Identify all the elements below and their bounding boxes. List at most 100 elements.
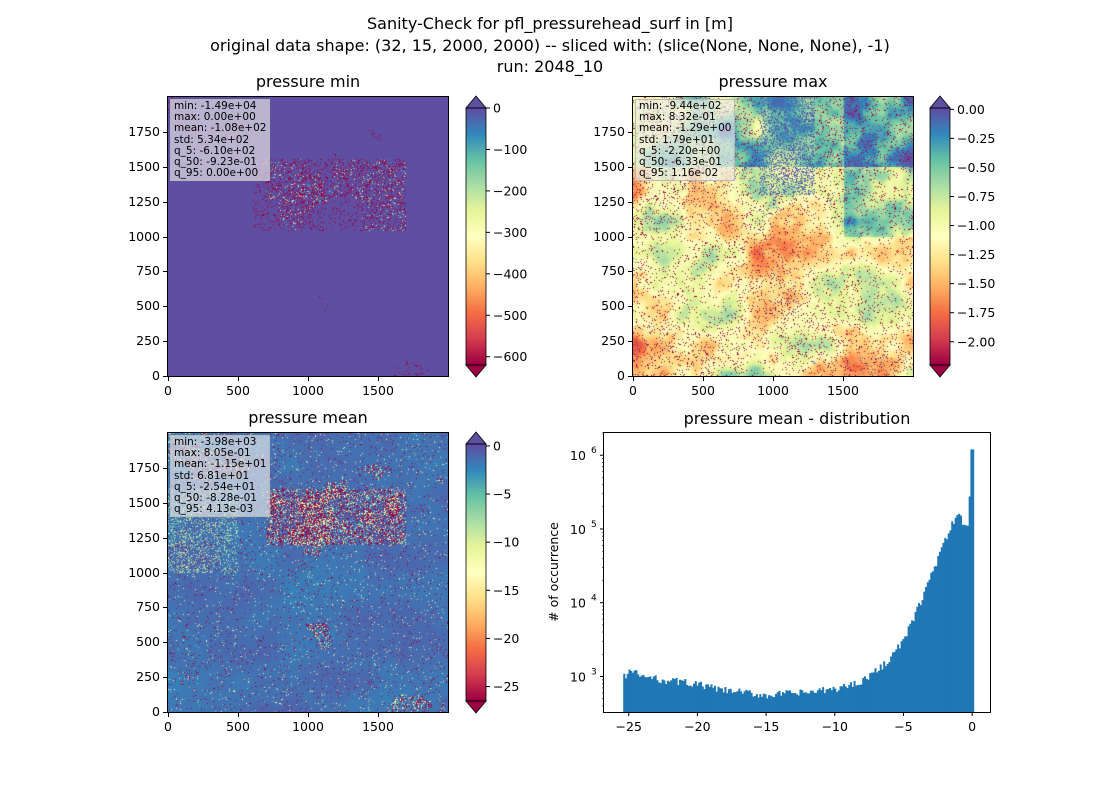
colorbar-segment <box>466 533 486 537</box>
y-tick-label: 0 <box>152 368 160 383</box>
x-tick-label: 1500 <box>362 719 394 734</box>
histogram-bar <box>637 674 640 712</box>
colorbar-segment <box>466 690 486 694</box>
colorbar-segment <box>466 677 486 681</box>
histogram-bar <box>623 673 626 712</box>
histogram-bar <box>733 692 736 712</box>
colorbar-segment <box>466 240 486 244</box>
colorbar-segment <box>930 234 950 238</box>
x-tick-label: 1500 <box>827 383 859 398</box>
pressure-max-colorbar: 0.00 −0.25 −0.50 −0.75 −1.00 −1.25 −1.50 −1.75 −… <box>929 95 995 378</box>
histogram-bar <box>727 689 730 712</box>
pressure-mean-panel: pressure mean min: -3.98e+03 max: 8.05e-0… <box>128 408 449 734</box>
x-tick-label: 0 <box>164 719 172 734</box>
colorbar-segment <box>466 516 486 520</box>
colorbar-tick-label: −0.25 <box>957 131 995 146</box>
colorbar-segment <box>466 116 486 120</box>
colorbar-segment <box>930 315 950 319</box>
histogram-bar <box>862 677 865 712</box>
histogram-bar <box>858 684 861 712</box>
histogram-x-tick-label: −15 <box>753 719 779 734</box>
histogram-bar <box>870 672 874 712</box>
histogram-bar <box>909 623 912 712</box>
colorbar-segment <box>466 557 486 561</box>
histogram-bar <box>797 695 800 712</box>
stat-line: q_50: -9.23e-01 <box>174 156 257 169</box>
histogram-bar <box>752 696 755 712</box>
histogram-bar <box>881 669 884 712</box>
colorbar-segment <box>930 193 950 197</box>
colorbar-segment <box>466 649 486 653</box>
colorbar-tick-label: −400 <box>493 266 527 281</box>
histogram-bar <box>670 680 673 712</box>
colorbar-segment <box>466 302 486 306</box>
histogram-bar <box>773 697 776 712</box>
colorbar-segment <box>930 189 950 193</box>
histogram-bar <box>635 670 638 712</box>
x-tick-label: 500 <box>226 383 250 398</box>
colorbar-segment <box>930 174 950 178</box>
histogram-bar <box>848 684 851 712</box>
colorbar-segment <box>930 283 950 287</box>
colorbar-segment <box>466 598 486 601</box>
colorbar-segment <box>466 262 486 265</box>
colorbar-segment <box>930 305 950 308</box>
histogram-bar <box>694 681 697 712</box>
colorbar-tick-label: −0.75 <box>957 189 995 204</box>
histogram-bar <box>949 530 952 712</box>
colorbar-segment <box>466 653 486 657</box>
colorbar-segment <box>466 521 486 524</box>
histogram-bar <box>952 523 955 712</box>
colorbar-tick-label: −1.25 <box>957 247 995 262</box>
histogram-bar <box>633 670 636 712</box>
colorbar-segment <box>930 208 950 212</box>
colorbar-segment <box>466 574 486 578</box>
y-tick-mark <box>163 537 167 539</box>
colorbar-segment <box>466 135 486 139</box>
colorbar-segment <box>930 148 950 152</box>
colorbar-segment <box>466 270 486 274</box>
y-tick-label: 1000 <box>128 228 160 244</box>
pressure-max-panel: pressure max min: -9.44e+02 max: 8.32e-01… <box>593 72 914 398</box>
colorbar-graphic: 0.00 −0.25 −0.50 −0.75 −1.00 −1.25 −1.50 −1.75 −… <box>929 95 995 378</box>
histogram-bar <box>855 685 858 712</box>
histogram-bar <box>743 691 746 712</box>
figure-title-line-1: Sanity-Check for pfl_pressurehead_surf i… <box>367 14 733 33</box>
y-tick-label: 250 <box>136 333 160 349</box>
colorbar-segment <box>466 159 486 163</box>
colorbar-segment <box>930 277 950 280</box>
colorbar-graphic: 0 −100 −200 −300 −400 −500 −600 <box>465 95 527 378</box>
histogram-bar <box>836 692 839 712</box>
histogram-bar <box>944 537 947 712</box>
colorbar-segment <box>466 307 486 310</box>
colorbar-segment <box>466 499 486 503</box>
colorbar-segment <box>466 553 486 556</box>
colorbar-segment <box>466 127 486 131</box>
colorbar-segment <box>930 358 950 362</box>
colorbar-segment <box>466 581 486 584</box>
colorbar-segment <box>466 585 486 589</box>
histogram-bar <box>963 524 966 712</box>
histogram-bar <box>802 692 805 712</box>
colorbar-segment <box>466 548 486 552</box>
colorbar-segment <box>930 223 950 227</box>
colorbar-segment <box>466 343 486 347</box>
histogram-bar <box>741 693 744 712</box>
colorbar-tick-label: 0.00 <box>957 102 985 117</box>
colorbar-segment <box>466 514 486 518</box>
histogram-bar <box>886 663 889 712</box>
histogram-bar <box>865 678 868 712</box>
colorbar-segment <box>466 120 486 124</box>
colorbar-segment <box>466 566 486 569</box>
colorbar-segment <box>466 540 486 544</box>
colorbar-tick-label: −15 <box>493 583 519 598</box>
x-tick-mark <box>238 713 239 717</box>
colorbar-segment <box>466 362 486 366</box>
histogram-bar <box>891 652 894 712</box>
x-tick-mark <box>168 713 169 717</box>
colorbar-segment <box>466 332 486 336</box>
y-tick-label: 1000 <box>593 228 625 244</box>
colorbar-segment <box>930 343 950 347</box>
histogram-bar <box>806 693 809 712</box>
histogram-bar <box>841 686 844 712</box>
